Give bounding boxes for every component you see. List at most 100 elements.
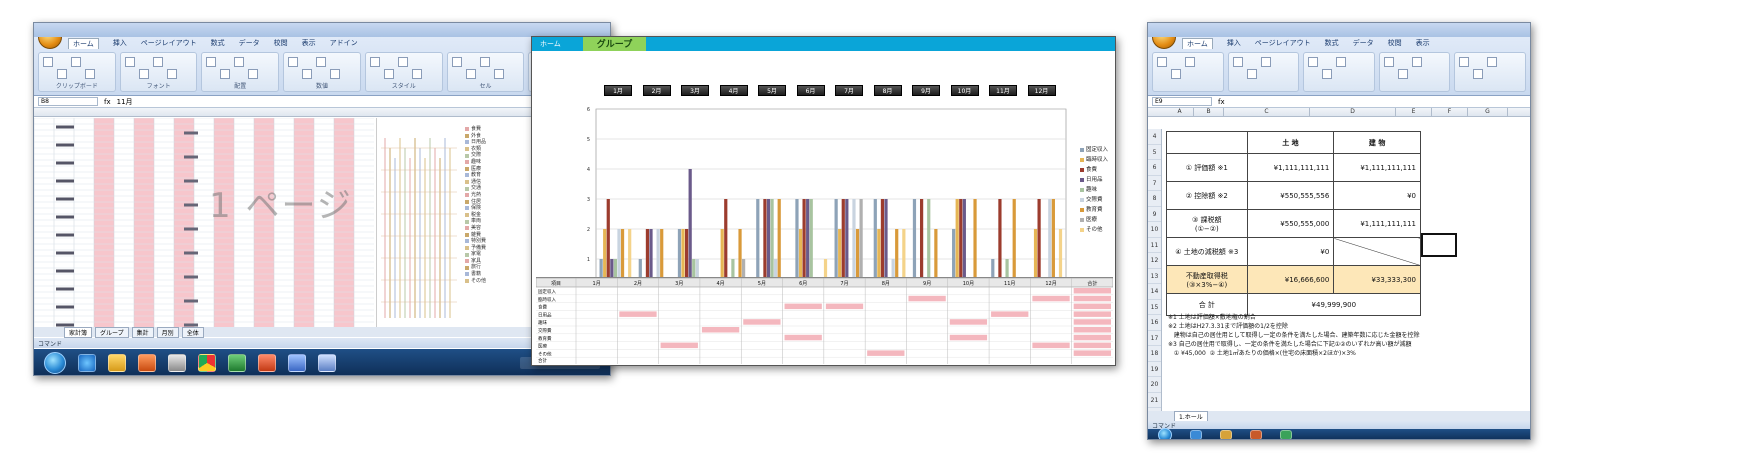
- media-icon[interactable]: [138, 354, 156, 372]
- month-button[interactable]: 6月: [796, 85, 825, 96]
- ribbon-tab[interactable]: 数式: [1324, 39, 1339, 47]
- month-button[interactable]: 10月: [950, 85, 979, 96]
- tool-icon[interactable]: [43, 57, 53, 67]
- tool-icon[interactable]: [1246, 69, 1257, 79]
- tool-icon[interactable]: [1157, 57, 1167, 67]
- ppt-icon[interactable]: [258, 354, 276, 372]
- formula-text[interactable]: 11月: [116, 97, 133, 106]
- column-header[interactable]: C: [1224, 108, 1310, 116]
- column-header[interactable]: F: [1432, 108, 1468, 116]
- tool-icon[interactable]: [1232, 57, 1243, 67]
- excel-icon[interactable]: [228, 354, 246, 372]
- month-button[interactable]: 4月: [719, 85, 748, 96]
- column-header[interactable]: G: [1468, 108, 1508, 116]
- right-explorer-icon[interactable]: [1220, 430, 1232, 439]
- left-sheet-grid[interactable]: [34, 117, 374, 328]
- name-box[interactable]: B8: [38, 97, 98, 106]
- tool-icon[interactable]: [124, 57, 135, 67]
- ribbon-tab[interactable]: 挿入: [1226, 39, 1241, 47]
- app-icon-3[interactable]: [318, 354, 336, 372]
- tool-icon[interactable]: [1411, 57, 1422, 67]
- right-media-icon[interactable]: [1250, 430, 1262, 439]
- selected-cell[interactable]: [1421, 233, 1457, 257]
- value-cell[interactable]: ¥550,555,000: [1246, 209, 1335, 238]
- ribbon-tab[interactable]: ホーム: [1182, 37, 1213, 49]
- row-label-cell[interactable]: ① 評価額 ※1: [1166, 153, 1248, 182]
- tool-icon[interactable]: [206, 57, 217, 67]
- month-button[interactable]: 5月: [758, 85, 786, 96]
- ribbon-tab[interactable]: データ: [1352, 39, 1374, 47]
- tool-icon[interactable]: [451, 57, 462, 67]
- row-number[interactable]: 16: [1148, 315, 1161, 331]
- tool-icon[interactable]: [248, 69, 259, 79]
- month-button[interactable]: 3月: [681, 85, 709, 96]
- value-cell[interactable]: ¥0: [1333, 181, 1421, 210]
- tool-icon[interactable]: [383, 69, 394, 79]
- row-number[interactable]: 10: [1148, 222, 1161, 238]
- ribbon-tab[interactable]: 表示: [301, 39, 316, 47]
- value-cell[interactable]: ¥16,666,600: [1246, 265, 1335, 294]
- right-start-button-icon[interactable]: [1158, 428, 1172, 439]
- row-number[interactable]: 8: [1148, 191, 1161, 207]
- sheet-tab[interactable]: 家計簿: [64, 326, 93, 338]
- value-cell[interactable]: ¥550,555,556: [1246, 181, 1335, 210]
- row-label-cell[interactable]: ② 控除額 ※2: [1166, 181, 1248, 210]
- tool-icon[interactable]: [465, 69, 476, 79]
- tool-icon[interactable]: [316, 57, 327, 67]
- right-ie-icon[interactable]: [1190, 430, 1202, 439]
- tool-icon[interactable]: [1171, 69, 1181, 79]
- tool-icon[interactable]: [411, 69, 422, 79]
- row-number[interactable]: 17: [1148, 331, 1161, 346]
- tool-icon[interactable]: [1459, 57, 1470, 67]
- row-label-cell[interactable]: 不動産取得税 (③×3%−④): [1166, 265, 1248, 294]
- row-number[interactable]: 11: [1148, 238, 1161, 253]
- value-cell[interactable]: ¥1,111,111,111: [1333, 153, 1421, 182]
- tool-icon[interactable]: [1336, 57, 1347, 67]
- row-number[interactable]: 20: [1148, 377, 1161, 393]
- app-icon-2[interactable]: [288, 354, 306, 372]
- month-button[interactable]: 11月: [989, 85, 1017, 96]
- ribbon-tab[interactable]: 挿入: [112, 39, 127, 47]
- tool-icon[interactable]: [479, 57, 490, 67]
- ribbon-tab[interactable]: ページレイアウト: [140, 39, 197, 47]
- tool-icon[interactable]: [1383, 57, 1394, 67]
- row-label-cell[interactable]: ③ 課税額 (①−②): [1166, 209, 1248, 238]
- ribbon-tab[interactable]: アドイン: [329, 39, 358, 47]
- row-number[interactable]: 9: [1148, 207, 1161, 222]
- row-number[interactable]: 4: [1148, 129, 1161, 145]
- ie-icon[interactable]: [78, 354, 96, 372]
- row-label-cell[interactable]: ④ 土地の減税額 ※3: [1166, 237, 1248, 266]
- ribbon-tab[interactable]: ページレイアウト: [1254, 39, 1311, 47]
- row-number[interactable]: 19: [1148, 362, 1161, 377]
- value-cell[interactable]: [1333, 237, 1421, 266]
- row-number[interactable]: 18: [1148, 346, 1161, 362]
- ribbon-tab[interactable]: 表示: [1415, 39, 1430, 47]
- row-number[interactable]: 6: [1148, 160, 1161, 176]
- sheet-tab[interactable]: 全体: [181, 326, 204, 338]
- sheet-tab[interactable]: グループ: [95, 326, 129, 338]
- sheet-tab[interactable]: 月別: [156, 326, 179, 338]
- tool-icon[interactable]: [138, 69, 149, 79]
- column-header[interactable]: D: [1310, 108, 1396, 116]
- column-header[interactable]: B: [1194, 108, 1224, 116]
- ribbon-tab[interactable]: 校閲: [1387, 39, 1402, 47]
- app-icon-1[interactable]: [168, 354, 186, 372]
- chrome-icon[interactable]: [198, 354, 216, 372]
- tool-icon[interactable]: [1473, 69, 1484, 79]
- row-number[interactable]: 12: [1148, 253, 1161, 269]
- month-button[interactable]: 12月: [1027, 85, 1056, 96]
- month-button[interactable]: 9月: [912, 85, 940, 96]
- value-cell[interactable]: ¥0: [1246, 237, 1335, 266]
- right-app-icon[interactable]: [1280, 430, 1292, 439]
- row-number[interactable]: 13: [1148, 269, 1161, 284]
- month-button[interactable]: 8月: [873, 85, 902, 96]
- row-number[interactable]: 14: [1148, 284, 1161, 300]
- month-button[interactable]: 1月: [604, 85, 632, 96]
- tool-icon[interactable]: [1308, 57, 1319, 67]
- tool-icon[interactable]: [234, 57, 245, 67]
- tool-icon[interactable]: [57, 69, 67, 79]
- tool-icon[interactable]: [1260, 57, 1271, 67]
- tool-icon[interactable]: [493, 69, 504, 79]
- ribbon-tab[interactable]: データ: [238, 39, 260, 47]
- tool-icon[interactable]: [288, 57, 299, 67]
